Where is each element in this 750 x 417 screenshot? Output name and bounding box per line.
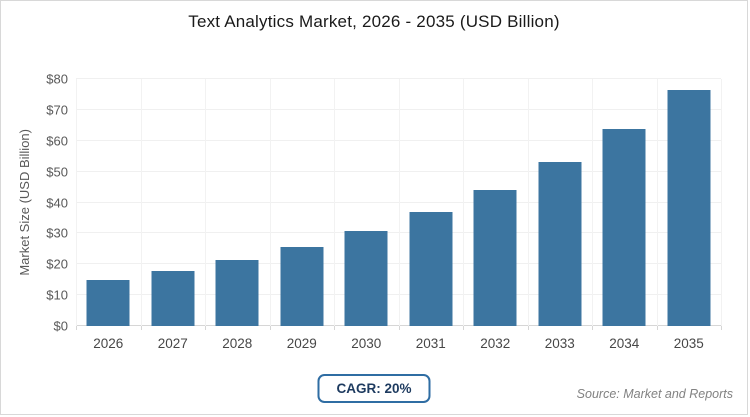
gridline-vertical: [463, 79, 464, 326]
x-tick-mark: [656, 326, 658, 330]
gridline-vertical: [140, 79, 142, 326]
x-tick-mark: [463, 326, 464, 330]
y-tick-label: $30: [46, 225, 68, 241]
gridline-vertical: [592, 79, 593, 326]
bar-2029: [280, 246, 324, 326]
x-tick-mark: [592, 326, 593, 330]
x-tick-label: 2033: [544, 336, 575, 351]
gridline-vertical: [398, 79, 400, 326]
x-tick-mark: [205, 326, 206, 330]
x-tick-mark: [269, 326, 271, 330]
gridline-vertical: [527, 79, 529, 326]
bar-2032: [473, 189, 517, 326]
y-tick-label: $40: [46, 195, 68, 210]
x-tick-mark: [721, 326, 722, 330]
plot-area: Market Size (USD Billion) $0 $10 $20 $30 $40…: [17, 72, 722, 351]
cagr-badge: CAGR: 20%: [317, 374, 431, 403]
gridline-vertical: [205, 79, 206, 326]
gridline-vertical: [334, 79, 335, 326]
y-tick-label: $60: [46, 133, 68, 149]
gridline-vertical: [76, 79, 77, 326]
y-tick-label: $50: [46, 164, 68, 180]
x-tick-mark: [334, 326, 335, 330]
bar-2030: [344, 231, 388, 326]
bar-2028: [215, 260, 259, 326]
y-tick-label: $20: [46, 256, 68, 272]
x-tick-label: 2031: [415, 336, 446, 351]
bar-2033: [538, 162, 582, 326]
bar-2035: [667, 89, 711, 326]
x-tick-label: 2029: [286, 336, 317, 351]
x-tick-mark: [76, 326, 77, 330]
gridline-vertical: [721, 79, 722, 326]
source-note: Source: Market and Reports: [576, 387, 733, 401]
x-tick-label: 2027: [157, 336, 188, 351]
bar-2031: [409, 212, 453, 326]
y-tick-label: $80: [46, 71, 68, 87]
bar-2027: [151, 271, 195, 326]
y-tick-label: $10: [46, 287, 68, 303]
y-tick-label: $0: [53, 318, 68, 334]
x-tick-mark: [527, 326, 529, 330]
gridline-vertical: [656, 79, 658, 326]
x-tick-mark: [398, 326, 400, 330]
gridline-vertical: [269, 79, 271, 326]
x-tick-label: 2035: [673, 336, 704, 351]
gridline-horizontal: [76, 78, 721, 79]
y-tick-label: $70: [46, 102, 68, 118]
x-tick-label: 2034: [609, 336, 640, 351]
x-tick-label: 2030: [351, 336, 382, 351]
bar-2034: [602, 129, 646, 326]
chart-title: Text Analytics Market, 2026 - 2035 (USD …: [188, 12, 560, 31]
x-tick-mark: [140, 326, 142, 330]
x-tick-label: 2028: [222, 336, 253, 351]
bar-2026: [86, 280, 130, 326]
x-tick-label: 2026: [93, 336, 124, 351]
x-tick-label: 2032: [480, 336, 511, 351]
